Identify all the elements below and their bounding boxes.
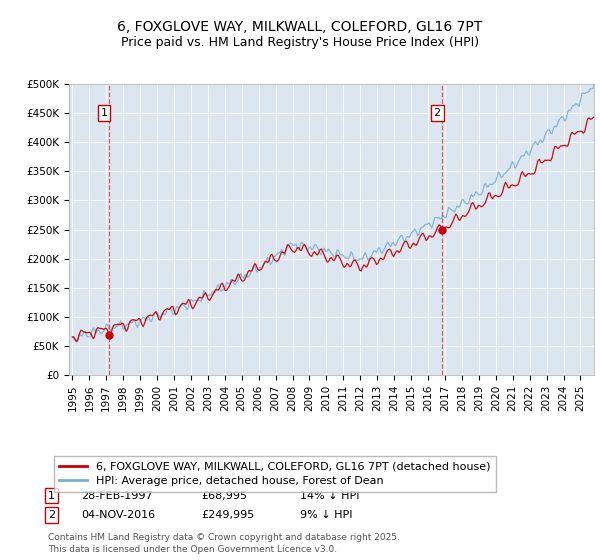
Text: 28-FEB-1997: 28-FEB-1997: [81, 491, 152, 501]
Text: 2: 2: [434, 108, 441, 118]
Text: 2: 2: [48, 510, 55, 520]
Text: 6, FOXGLOVE WAY, MILKWALL, COLEFORD, GL16 7PT: 6, FOXGLOVE WAY, MILKWALL, COLEFORD, GL1…: [118, 20, 482, 34]
Text: 1: 1: [100, 108, 107, 118]
Text: £68,995: £68,995: [201, 491, 247, 501]
Text: £249,995: £249,995: [201, 510, 254, 520]
Text: Price paid vs. HM Land Registry's House Price Index (HPI): Price paid vs. HM Land Registry's House …: [121, 36, 479, 49]
Text: Contains HM Land Registry data © Crown copyright and database right 2025.
This d: Contains HM Land Registry data © Crown c…: [48, 533, 400, 554]
Legend: 6, FOXGLOVE WAY, MILKWALL, COLEFORD, GL16 7PT (detached house), HPI: Average pri: 6, FOXGLOVE WAY, MILKWALL, COLEFORD, GL1…: [53, 456, 496, 492]
Text: 1: 1: [48, 491, 55, 501]
Text: 9% ↓ HPI: 9% ↓ HPI: [300, 510, 353, 520]
Text: 14% ↓ HPI: 14% ↓ HPI: [300, 491, 359, 501]
Text: 04-NOV-2016: 04-NOV-2016: [81, 510, 155, 520]
